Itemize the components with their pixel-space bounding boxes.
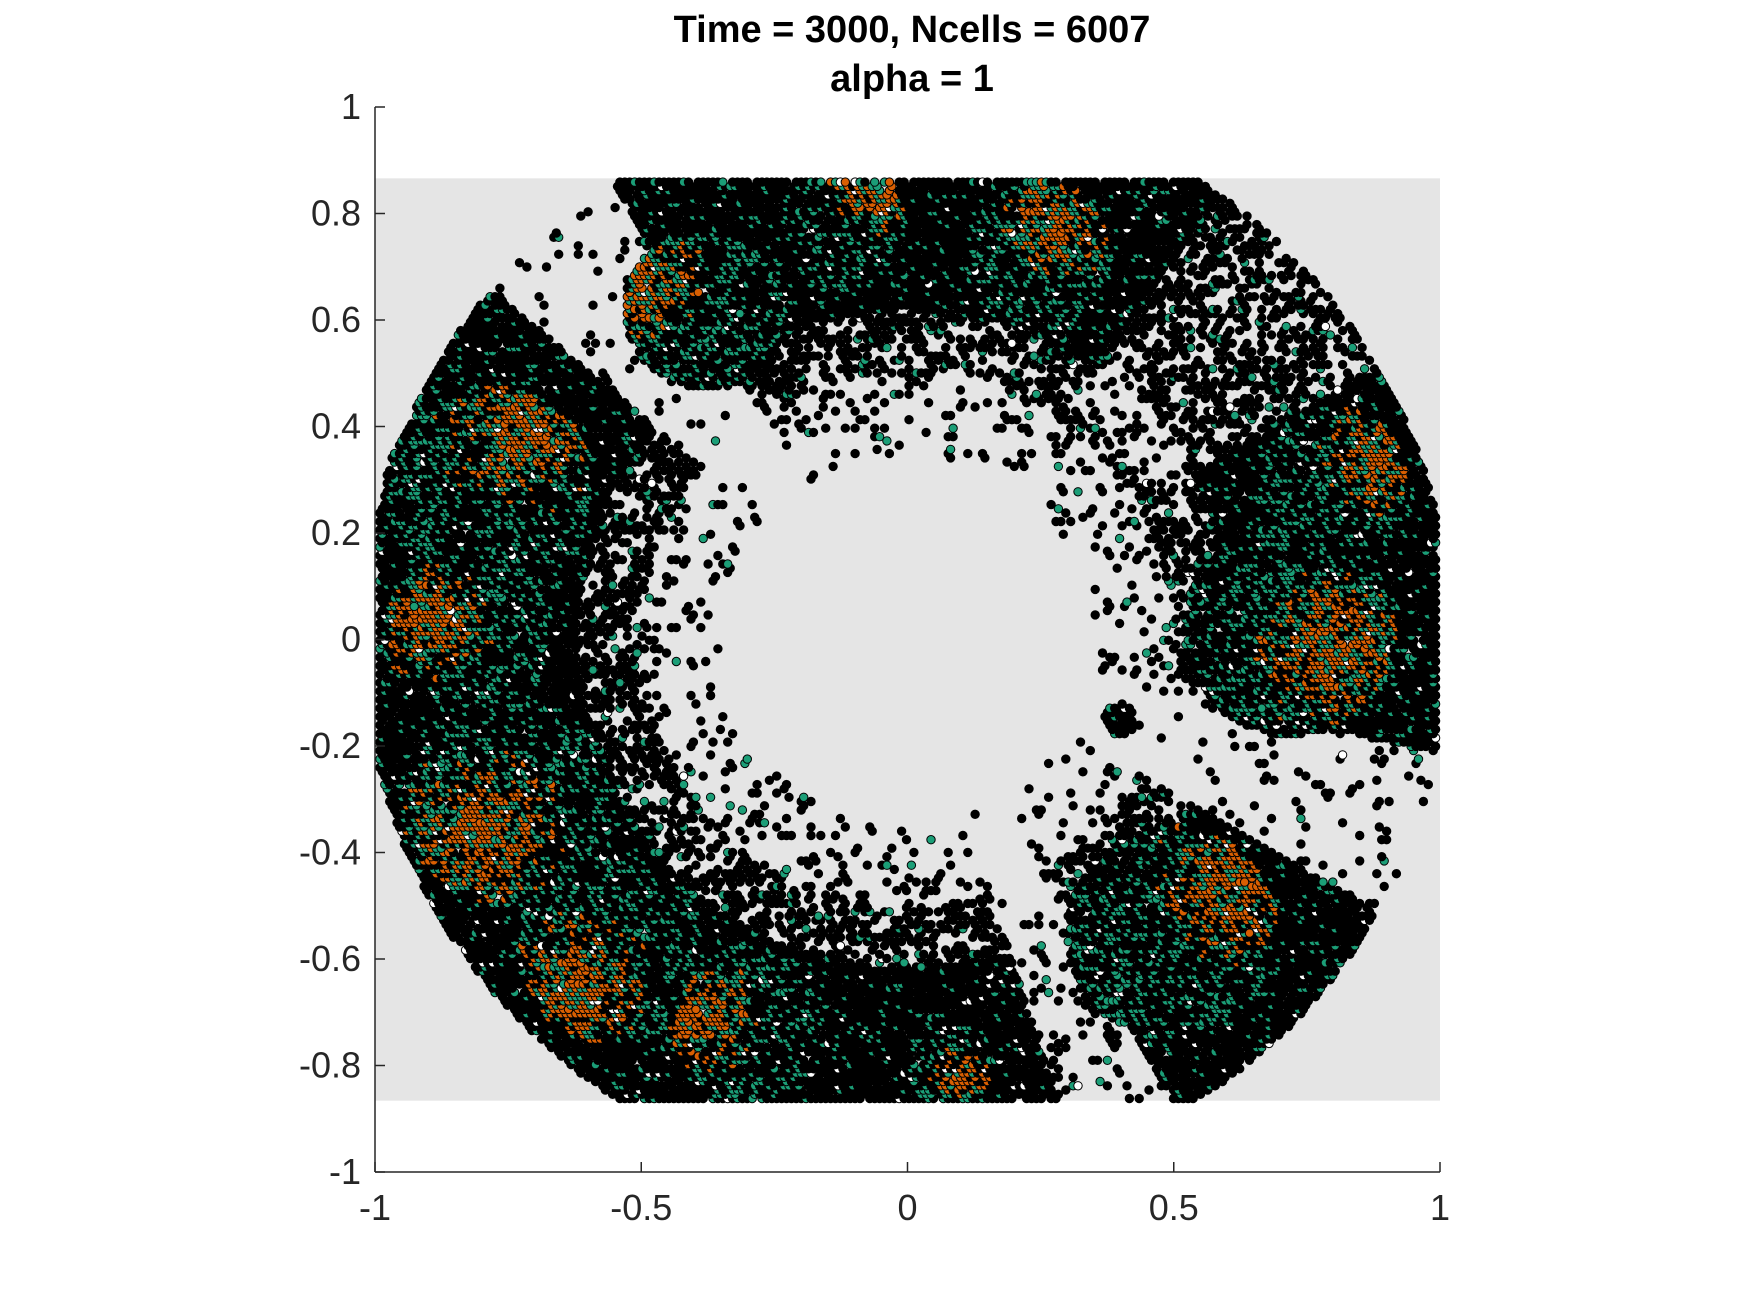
cell-point: [1041, 975, 1051, 985]
cell-point: [1026, 1017, 1037, 1027]
cell-point: [1029, 970, 1039, 981]
cell-layer: [375, 177, 1441, 1104]
cell-point: [997, 932, 1007, 942]
chart-title: Time = 3000, Ncells = 6007: [674, 9, 1151, 51]
cell-point: [1061, 1034, 1071, 1044]
cell-point: [1124, 1093, 1135, 1104]
cell-point: [1048, 1055, 1059, 1066]
cell-point: [1102, 1081, 1113, 1091]
cell-point: [1053, 1089, 1064, 1100]
cell-point: [1144, 1085, 1154, 1095]
cell-point: [816, 924, 826, 934]
cell-point: [1048, 1030, 1059, 1040]
cell-point: [1004, 953, 1015, 964]
cell-point: [1092, 1055, 1103, 1066]
cell-point: [808, 945, 819, 955]
cell-point: [1061, 1085, 1071, 1095]
cell-point: [1102, 1055, 1113, 1066]
cell-point: [958, 941, 968, 951]
cell-point: [1112, 1064, 1122, 1074]
cell-point: [1095, 1076, 1105, 1087]
cell-point: [1134, 1093, 1144, 1104]
chart-subtitle: alpha = 1: [830, 58, 994, 100]
cell-point: [919, 949, 929, 959]
cell-point: [1075, 1017, 1086, 1027]
cell-point: [1029, 996, 1039, 1006]
cell-point: [1122, 1081, 1132, 1091]
cell-point: [1036, 941, 1047, 951]
plot-area: [375, 177, 1441, 1104]
cell-point: [1078, 1030, 1088, 1040]
cell-point: [776, 941, 787, 951]
cell-point: [862, 953, 872, 964]
cell-point: [1073, 1081, 1083, 1091]
cell-point: [1068, 1072, 1078, 1083]
cell-point: [1053, 1072, 1064, 1083]
cell-point: [1036, 983, 1047, 993]
cell-point: [928, 949, 939, 959]
cell-point: [1056, 983, 1066, 993]
cell-point: [1017, 958, 1027, 968]
cell-point: [1053, 996, 1064, 1006]
cell-point: [1102, 1021, 1113, 1032]
cell-point: [1085, 1017, 1096, 1027]
cell-point: [941, 945, 951, 955]
